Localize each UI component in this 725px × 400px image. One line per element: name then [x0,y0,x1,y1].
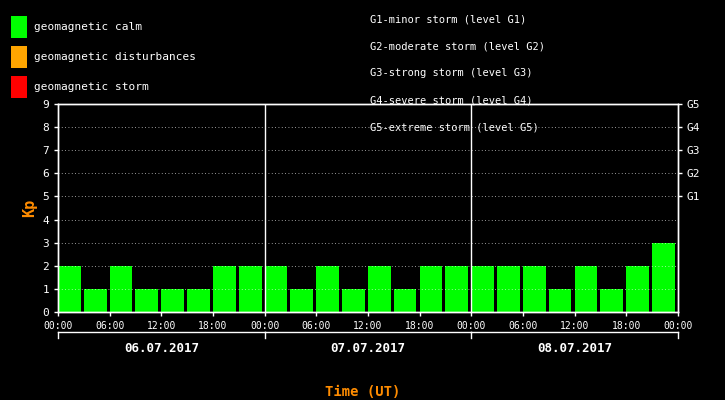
Text: G1-minor storm (level G1): G1-minor storm (level G1) [370,14,526,24]
Bar [316,266,339,312]
Bar [161,289,184,312]
Bar [652,243,675,312]
Text: G5-extreme storm (level G5): G5-extreme storm (level G5) [370,123,539,133]
Bar [265,266,287,312]
Text: Time (UT): Time (UT) [325,385,400,399]
Text: G3-strong storm (level G3): G3-strong storm (level G3) [370,68,532,78]
Bar [84,289,107,312]
Text: geomagnetic calm: geomagnetic calm [34,22,142,32]
Bar [574,266,597,312]
Text: 07.07.2017: 07.07.2017 [331,342,405,354]
Bar [187,289,210,312]
Text: G2-moderate storm (level G2): G2-moderate storm (level G2) [370,41,544,51]
Bar [600,289,623,312]
Bar [368,266,391,312]
Bar [445,266,468,312]
Text: 08.07.2017: 08.07.2017 [537,342,612,354]
Text: 06.07.2017: 06.07.2017 [124,342,199,354]
Y-axis label: Kp: Kp [22,199,37,217]
Text: G4-severe storm (level G4): G4-severe storm (level G4) [370,96,532,106]
Bar [523,266,546,312]
Bar [239,266,262,312]
Bar [58,266,80,312]
Bar [342,289,365,312]
Bar [136,289,158,312]
Bar [420,266,442,312]
Bar [497,266,520,312]
Bar [213,266,236,312]
Text: geomagnetic disturbances: geomagnetic disturbances [34,52,196,62]
Text: geomagnetic storm: geomagnetic storm [34,82,149,92]
Bar [109,266,133,312]
Bar [626,266,649,312]
Bar [291,289,313,312]
Bar [471,266,494,312]
Bar [394,289,416,312]
Bar [549,289,571,312]
